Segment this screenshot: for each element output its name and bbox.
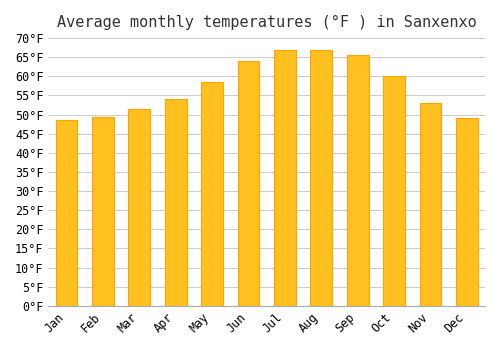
- Bar: [165, 99, 186, 306]
- Bar: [92, 117, 114, 306]
- Bar: [310, 50, 332, 306]
- Bar: [274, 50, 296, 306]
- Bar: [346, 55, 368, 306]
- Bar: [201, 82, 223, 306]
- Bar: [238, 61, 260, 306]
- Bar: [383, 76, 405, 306]
- Title: Average monthly temperatures (°F ) in Sanxenxo: Average monthly temperatures (°F ) in Sa…: [57, 15, 476, 30]
- Bar: [56, 120, 78, 306]
- Bar: [456, 118, 477, 306]
- Bar: [128, 109, 150, 306]
- Bar: [420, 103, 442, 306]
